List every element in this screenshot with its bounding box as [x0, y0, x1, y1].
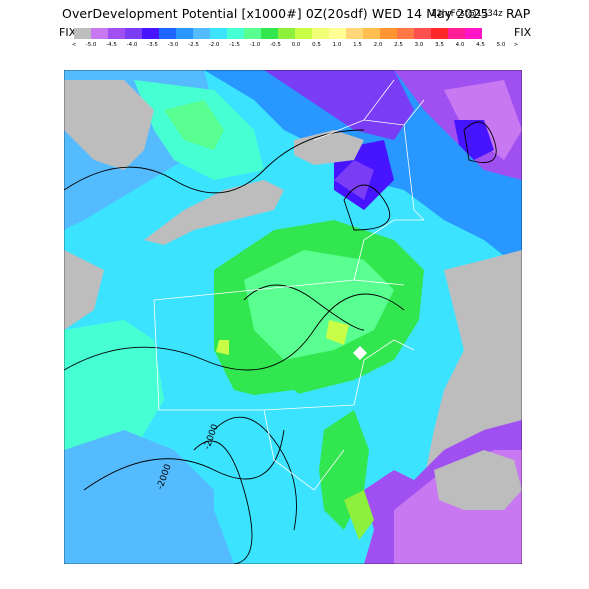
state-border — [353, 219, 424, 281]
colorbar-swatch — [363, 28, 380, 39]
contour-line — [64, 293, 405, 371]
field-teal-south — [214, 390, 334, 564]
colorbar-swatch — [295, 28, 312, 39]
state-border — [313, 99, 425, 141]
colorbar-tick-label: -5.0 — [85, 42, 97, 48]
field-ocean-inner — [434, 450, 522, 510]
forecast-valid-time: 12hrFcst@1334z — [431, 9, 503, 19]
colorbar-tick-label: -2.5 — [188, 42, 199, 48]
colorbar-swatch — [108, 28, 125, 39]
field-purple-north — [264, 70, 414, 140]
colorbar-swatch — [448, 28, 465, 39]
map-panel: -2000 -2000 — [64, 70, 522, 564]
state-border — [153, 299, 355, 411]
colorbar-swatch — [261, 28, 278, 39]
colorbar-swatch — [244, 28, 261, 39]
field-violet-center-north — [334, 160, 374, 200]
colorbar-tick-label: -1.0 — [249, 42, 261, 48]
colorbar-tick-label: 4.0 — [455, 42, 465, 48]
colorbar-swatch — [329, 28, 346, 39]
colorbar-swatch — [74, 28, 91, 39]
state-border — [363, 79, 395, 121]
colorbar-swatch — [414, 28, 431, 39]
colorbar-tick-label: -4.5 — [106, 42, 117, 48]
colorbar-tick-label: 3.0 — [414, 42, 424, 48]
colorbar — [74, 28, 482, 39]
colorbar-swatch — [125, 28, 142, 39]
contour-line — [83, 429, 285, 491]
colorbar-swatch — [380, 28, 397, 39]
state-border — [353, 339, 415, 406]
model-name: RAP — [506, 6, 531, 21]
contour-line — [64, 129, 365, 194]
contour-line — [213, 416, 297, 531]
colorbar-left-label: FIX — [59, 26, 77, 39]
colorbar-swatch — [176, 28, 193, 39]
colorbar-tick-label: -1.5 — [229, 42, 240, 48]
colorbar-tick-label: -2.0 — [208, 42, 220, 48]
colorbar-tick-label: 5.0 — [496, 42, 506, 48]
colorbar-tick-label: -3.0 — [167, 42, 179, 48]
field-yellow-spot-2 — [216, 340, 229, 355]
colorbar-tick-label: 4.5 — [476, 42, 485, 48]
colorbar-right-label: FIX — [514, 26, 532, 39]
colorbar-tick-label: -3.5 — [147, 42, 158, 48]
field-yellow-spot — [326, 320, 349, 345]
colorbar-swatch — [210, 28, 227, 39]
colorbar-tick-label: 2.5 — [394, 42, 403, 48]
colorbar-swatch — [142, 28, 159, 39]
colorbar-tick-labels: < -5.0 -4.5 -4.0 -3.5 -3.0 -2.5 -2.0 -1.5 -1.0 -0.… — [64, 42, 520, 52]
colorbar-swatch — [91, 28, 108, 39]
map-title: OverDevelopment Potential [x1000#] 0Z(20… — [62, 6, 489, 21]
colorbar-tick-label: 2.0 — [373, 42, 383, 48]
field-lime-chesapeake — [344, 490, 374, 540]
state-border — [263, 409, 345, 491]
colorbar-swatch — [397, 28, 414, 39]
colorbar-tick-label: 1.0 — [332, 42, 342, 48]
colorbar-swatch — [159, 28, 176, 39]
field-green-nw — [164, 100, 224, 150]
colorbar-tick-label: 0.0 — [291, 42, 301, 48]
contour-line — [343, 184, 391, 231]
contour-line — [243, 284, 365, 331]
field-blue-sw — [64, 430, 234, 564]
lake-huron — [64, 80, 154, 170]
colorbar-tick-label: 3.5 — [435, 42, 444, 48]
colorbar-swatch — [227, 28, 244, 39]
colorbar-under-arrow: < — [71, 42, 77, 48]
colorbar-over-arrow: > — [513, 42, 519, 48]
field-lightgreen-central — [244, 250, 394, 360]
colorbar-swatch — [431, 28, 448, 39]
contour-line — [193, 440, 253, 564]
colorbar-swatch — [465, 28, 482, 39]
colorbar-tick-label: -0.5 — [270, 42, 281, 48]
colorbar-tick-label: 0.5 — [312, 42, 321, 48]
colorbar-swatch — [312, 28, 329, 39]
colorbar-tick-label: -4.0 — [126, 42, 138, 48]
lake-erie — [144, 180, 284, 245]
colorbar-swatch — [193, 28, 210, 39]
contour-line — [463, 121, 497, 163]
colorbar-swatch — [346, 28, 363, 39]
diamond-marker — [353, 346, 367, 360]
colorbar-tick-label: 1.5 — [353, 42, 362, 48]
lake-michigan-south — [64, 250, 104, 330]
colorbar-swatch — [278, 28, 295, 39]
state-border — [403, 124, 425, 221]
